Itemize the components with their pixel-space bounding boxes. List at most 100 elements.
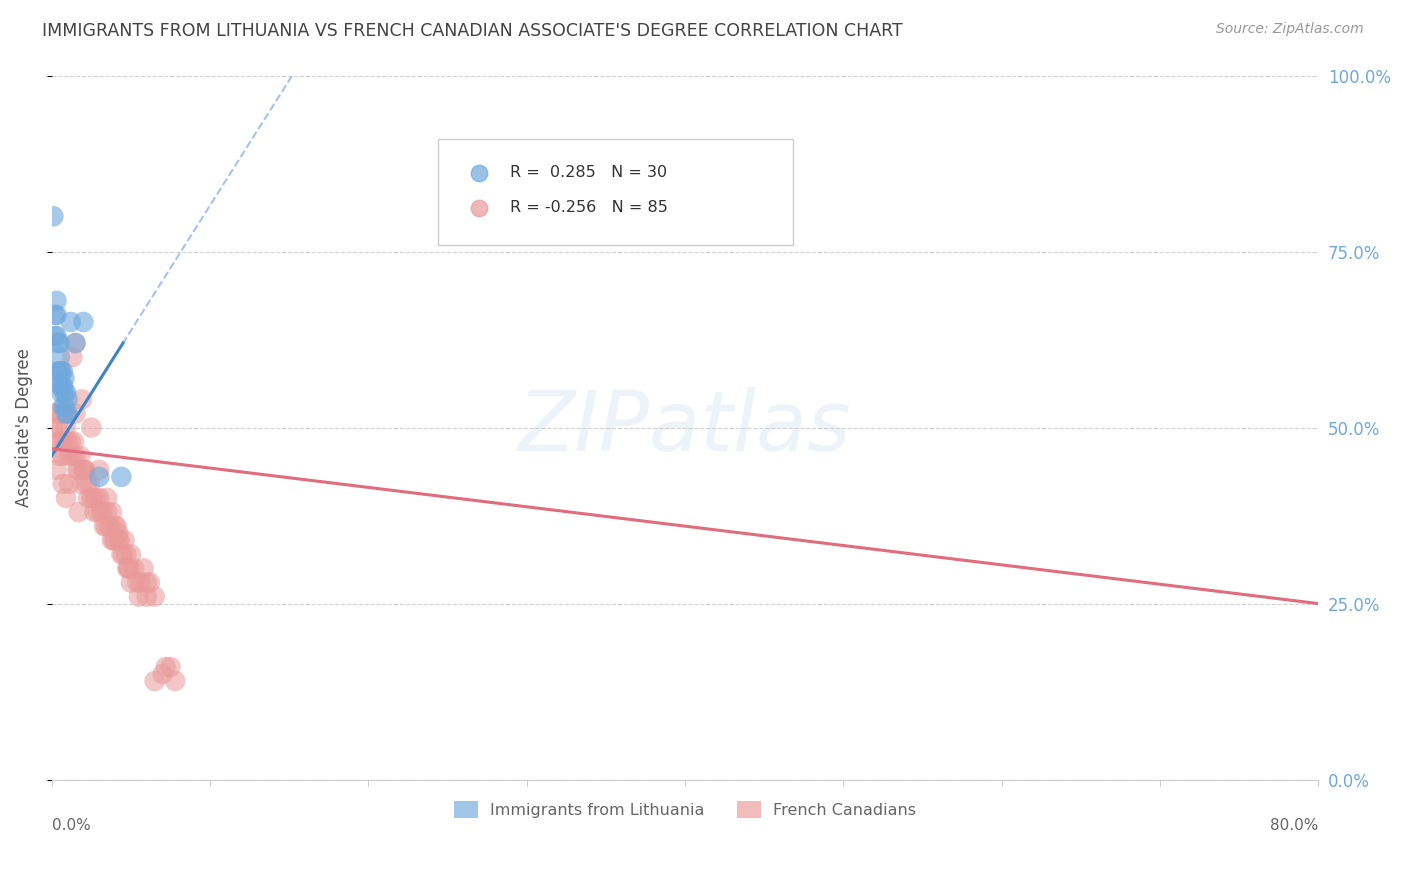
Point (45, 434, 67, 449)
Point (110, 547, 132, 561)
Point (120, 547, 142, 561)
Text: 80.0%: 80.0% (1270, 818, 1319, 833)
Y-axis label: Associate's Degree: Associate's Degree (15, 348, 32, 507)
Point (97, 519, 120, 533)
Point (51, 378, 73, 392)
Point (107, 533, 129, 548)
Point (52, 476, 75, 491)
Point (53, 371, 76, 385)
FancyBboxPatch shape (439, 139, 793, 244)
Point (122, 561, 145, 575)
Point (72, 315, 94, 329)
Point (117, 561, 139, 575)
Point (55, 420, 77, 434)
Point (128, 590, 150, 604)
Point (105, 519, 128, 533)
Point (52, 449, 75, 463)
Point (52, 378, 75, 392)
Point (110, 470, 132, 484)
Point (48, 350, 70, 364)
Point (44, 407, 66, 421)
Point (53, 400, 76, 414)
Point (94, 519, 117, 533)
Point (104, 533, 127, 548)
Point (55, 491, 77, 505)
Point (53, 385, 76, 400)
Point (48, 378, 70, 392)
Point (70, 476, 93, 491)
Point (58, 476, 80, 491)
Point (93, 519, 115, 533)
Point (44, 308, 66, 322)
Point (101, 533, 124, 548)
Point (48, 407, 70, 421)
Point (127, 575, 149, 590)
Text: Source: ZipAtlas.com: Source: ZipAtlas.com (1216, 22, 1364, 37)
Point (55, 385, 77, 400)
Point (44, 329, 66, 343)
Point (51, 364, 73, 378)
Point (132, 561, 155, 575)
Point (574, 201, 596, 215)
Point (42, 210, 65, 224)
Point (80, 420, 103, 434)
Point (59, 434, 82, 449)
Point (111, 547, 134, 561)
Point (69, 449, 91, 463)
Point (129, 575, 152, 590)
Point (98, 519, 121, 533)
Point (46, 420, 69, 434)
Point (83, 505, 105, 519)
Point (89, 491, 111, 505)
Point (65, 449, 87, 463)
Point (56, 407, 79, 421)
Point (65, 336, 87, 351)
Point (143, 590, 166, 604)
Point (155, 660, 177, 674)
Point (46, 336, 69, 351)
Point (56, 407, 79, 421)
Point (82, 491, 104, 505)
Text: R =  0.285   N = 30: R = 0.285 N = 30 (510, 165, 668, 180)
Text: ZIPatlas: ZIPatlas (519, 387, 852, 468)
Point (46, 364, 69, 378)
Point (73, 463, 96, 477)
Point (63, 434, 86, 449)
Point (118, 561, 141, 575)
Point (139, 575, 162, 590)
Point (56, 434, 79, 449)
Point (45, 293, 67, 308)
Point (52, 407, 75, 421)
Point (114, 533, 136, 548)
Point (45, 463, 67, 477)
Point (135, 590, 157, 604)
Point (96, 505, 118, 519)
Point (91, 505, 114, 519)
Point (60, 350, 83, 364)
Point (77, 491, 100, 505)
Point (55, 407, 77, 421)
Point (165, 674, 187, 689)
Point (574, 166, 596, 180)
Point (65, 407, 87, 421)
Point (51, 434, 73, 449)
Point (89, 463, 111, 477)
Point (117, 561, 139, 575)
Point (66, 463, 89, 477)
Text: IMMIGRANTS FROM LITHUANIA VS FRENCH CANADIAN ASSOCIATE'S DEGREE CORRELATION CHAR: IMMIGRANTS FROM LITHUANIA VS FRENCH CANA… (42, 22, 903, 40)
Point (135, 575, 157, 590)
Point (104, 519, 127, 533)
Text: 0.0%: 0.0% (52, 818, 90, 833)
Point (52, 364, 75, 378)
Point (86, 505, 108, 519)
Point (72, 463, 94, 477)
Point (143, 674, 166, 689)
Point (103, 533, 125, 548)
Point (108, 533, 131, 548)
Point (89, 470, 111, 484)
Point (152, 667, 174, 681)
Point (76, 476, 98, 491)
Point (59, 315, 82, 329)
Point (52, 400, 75, 414)
Point (115, 547, 138, 561)
